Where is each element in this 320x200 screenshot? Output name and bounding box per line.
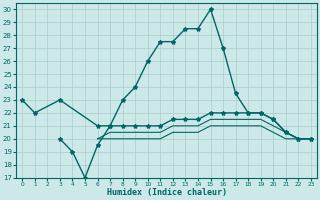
X-axis label: Humidex (Indice chaleur): Humidex (Indice chaleur) [107,188,227,197]
